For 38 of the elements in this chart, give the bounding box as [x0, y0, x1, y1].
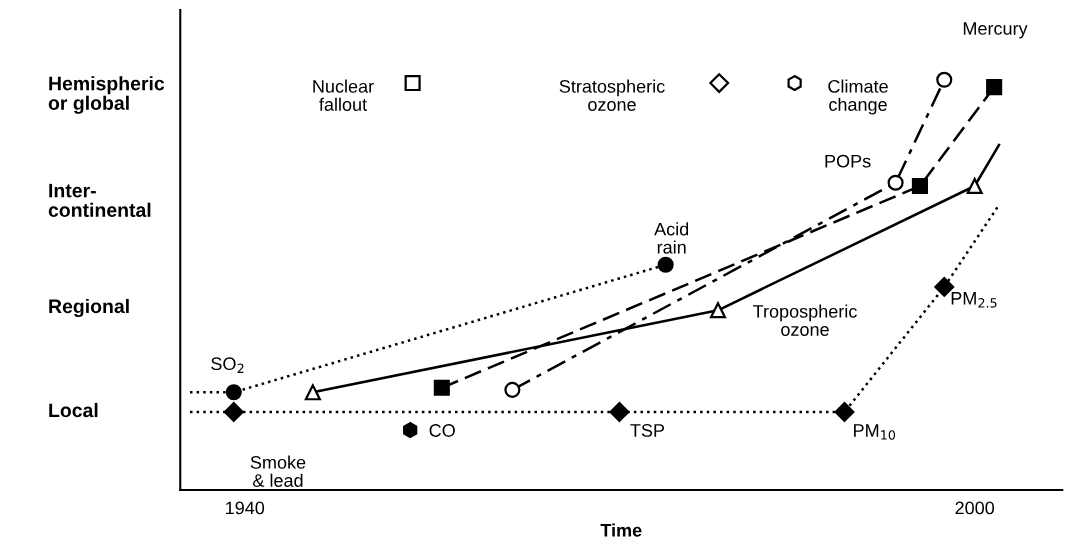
point — [404, 75, 421, 92]
annotation: CO — [429, 424, 455, 437]
annotation: Climate change — [828, 79, 888, 115]
text: Local — [49, 402, 98, 418]
point — [709, 73, 730, 93]
point — [304, 384, 321, 401]
point — [657, 256, 674, 273]
annotation: TSP — [630, 424, 665, 437]
annotation: Smoke & lead — [250, 455, 306, 487]
point — [609, 402, 630, 422]
point — [966, 177, 983, 195]
point — [787, 75, 802, 92]
point — [834, 402, 855, 422]
text: Inter- continental — [48, 183, 151, 217]
point — [225, 384, 242, 401]
x-tick-label: 2000 — [955, 501, 995, 515]
point — [403, 421, 418, 439]
annotation: PM$_{10}$ — [854, 424, 896, 440]
text: Hemispheric or global — [48, 76, 165, 114]
point — [504, 381, 521, 398]
point — [936, 71, 953, 88]
text: Regional — [49, 298, 129, 318]
point — [709, 302, 727, 319]
annotation: Nuclear fallout — [313, 79, 374, 111]
annotation: POPs — [825, 154, 871, 168]
annotation: SO$_{2}$ — [211, 357, 244, 373]
annotation: Acid rain — [654, 222, 689, 254]
annotation: Stratospheric ozone — [559, 79, 665, 111]
point — [986, 79, 1003, 96]
annotation: PM$_{2.5}$ — [951, 292, 997, 308]
point — [911, 177, 928, 195]
point — [887, 174, 904, 191]
x-tick-label: 1940 — [226, 501, 265, 515]
point — [223, 402, 244, 422]
x-axis-title: Time — [600, 523, 642, 537]
annotation: Tropospheric ozone — [753, 304, 857, 336]
point — [433, 379, 450, 396]
text: Mercury — [963, 22, 1028, 39]
